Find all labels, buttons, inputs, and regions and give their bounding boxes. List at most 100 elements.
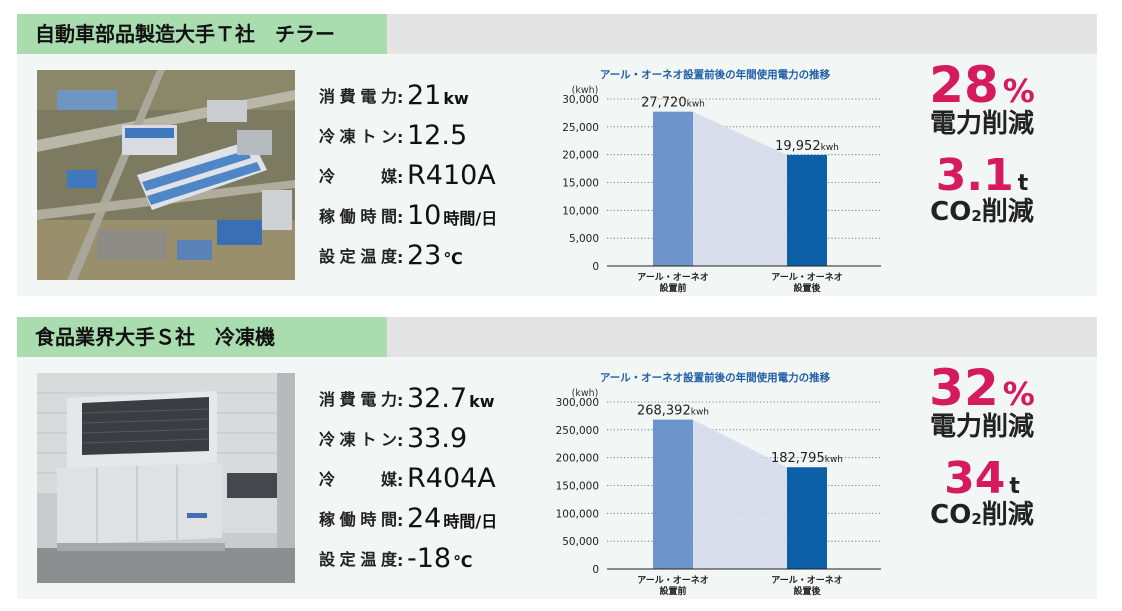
chart-x-tick-label: アール・オーネオ bbox=[771, 272, 842, 283]
spec-value: 21 kw bbox=[407, 80, 469, 111]
spec-value-unit: 時間/日 bbox=[443, 512, 498, 531]
spec-value-number: 33.9 bbox=[407, 423, 468, 454]
co2-label-prefix: CO bbox=[930, 499, 972, 530]
spec-row-hours: 稼働時間 : 10 時間/日 bbox=[319, 196, 529, 236]
co2-label-suffix: 削減 bbox=[981, 196, 1034, 227]
spec-value: 10 時間/日 bbox=[407, 200, 497, 231]
refrigeration-unit-icon bbox=[37, 373, 295, 583]
spec-colon: : bbox=[397, 168, 404, 187]
chart-data-label-unit: kwh bbox=[821, 143, 839, 153]
chart-data-label-value: 268,392 bbox=[637, 404, 691, 419]
chart-svg: アール・オーネオ設置前後の年間使用電力の推移(kwh) 0 50,000 100,00… bbox=[556, 371, 881, 597]
case-header: 食品業界大手Ｓ社 冷凍機 bbox=[17, 317, 1097, 357]
chart-bar bbox=[787, 467, 827, 569]
spec-label: 消費電力 bbox=[319, 390, 397, 409]
chart-y-tick-label: 25,000 bbox=[562, 122, 599, 134]
co2-reduction-unit: t bbox=[1009, 473, 1020, 499]
spec-value-number: R410A bbox=[407, 160, 496, 191]
chart-x-tick-label: 設置前 bbox=[659, 282, 686, 294]
spec-value-unit: ℃ bbox=[453, 552, 473, 571]
co2-reduction-value: 34 t bbox=[902, 456, 1062, 501]
chart-svg: アール・オーネオ設置前後の年間使用電力の推移(kwh) 0 5,000 10,000 1… bbox=[562, 68, 881, 294]
co2-reduction-value: 3.1 t bbox=[902, 153, 1062, 198]
chart-y-unit-label: (kwh) bbox=[572, 85, 599, 96]
spec-row-power: 消費電力 : 32.7 kw bbox=[319, 379, 529, 419]
chart-y-tick-label: 200,000 bbox=[556, 453, 599, 465]
spec-value-unit: ℃ bbox=[443, 249, 463, 268]
chart-y-tick-label: 50,000 bbox=[562, 536, 599, 548]
chart-y-tick-label: 0 bbox=[592, 261, 599, 273]
spec-value-number: -18 bbox=[407, 543, 452, 574]
spec-colon: : bbox=[397, 208, 404, 227]
spec-value-number: 12.5 bbox=[407, 120, 468, 151]
spec-label: 設定温度 bbox=[319, 550, 397, 569]
chart-bar bbox=[653, 111, 693, 266]
co2-label-prefix: CO bbox=[930, 196, 972, 227]
chart-y-tick-label: 20,000 bbox=[562, 150, 599, 162]
spec-colon: : bbox=[397, 128, 404, 147]
co2-reduction-number: 3.1 bbox=[935, 149, 1014, 201]
case-study-2: 食品業界大手Ｓ社 冷凍機 bbox=[17, 317, 1097, 599]
chart-x-tick-label: 設置後 bbox=[793, 585, 821, 597]
chart-y-tick-label: 5,000 bbox=[569, 233, 599, 245]
power-reduction-label: 電力削減 bbox=[929, 412, 1034, 442]
power-usage-chart: アール・オーネオ設置前後の年間使用電力の推移 (kwh) 0 50,000 100,00… bbox=[545, 367, 885, 599]
spec-value: 12.5 bbox=[407, 120, 469, 151]
power-reduction-value: 28% bbox=[902, 60, 1062, 110]
results-panel: 28% 電力削減 3.1 t CO2削減 bbox=[902, 60, 1062, 228]
chart-y-tick-label: 0 bbox=[592, 564, 599, 576]
power-reduction-number: 32 bbox=[929, 359, 999, 417]
spec-row-refrigerant: 冷媒 : R410A bbox=[319, 156, 529, 196]
spec-label: 冷凍トン bbox=[319, 430, 397, 449]
chart-bar bbox=[653, 419, 693, 569]
spec-value: R410A bbox=[407, 160, 498, 191]
spec-value: 24 時間/日 bbox=[407, 503, 497, 534]
co2-label-subscript: 2 bbox=[971, 206, 982, 225]
spec-label: 冷凍トン bbox=[319, 127, 397, 146]
spec-colon: : bbox=[397, 391, 404, 410]
chart-data-label-unit: kwh bbox=[825, 455, 843, 465]
spec-list: 消費電力 : 32.7 kw 冷凍トン : 33.9 冷媒 : R404A 稼働時… bbox=[319, 379, 529, 579]
spec-label: 冷媒 bbox=[319, 470, 397, 489]
spec-row-temperature: 設定温度 : 23 ℃ bbox=[319, 236, 529, 276]
chart-x-tick-label: アール・オーネオ bbox=[771, 575, 842, 586]
chart-x-tick-label: 設置後 bbox=[793, 282, 821, 294]
chart-title: アール・オーネオ設置前後の年間使用電力の推移 bbox=[600, 371, 831, 384]
chart-x-tick-label: 設置前 bbox=[659, 585, 686, 597]
co2-reduction-unit: t bbox=[1017, 170, 1029, 196]
spec-value-number: 24 bbox=[407, 503, 442, 534]
spec-value-number: 21 bbox=[407, 80, 442, 111]
power-reduction-value: 32% bbox=[902, 363, 1062, 413]
power-reduction-unit: % bbox=[1002, 375, 1035, 413]
spec-colon: : bbox=[397, 511, 404, 530]
spec-label: 設定温度 bbox=[319, 247, 397, 266]
chart-connector-band bbox=[693, 111, 787, 266]
chart-data-label-unit: kwh bbox=[691, 408, 709, 418]
spec-row-temperature: 設定温度 : -18 ℃ bbox=[319, 539, 529, 579]
chart-data-label: 182,795kwh bbox=[771, 451, 843, 466]
case-title: 自動車部品製造大手Ｔ社 チラー bbox=[17, 14, 387, 54]
chart-data-label-value: 27,720 bbox=[641, 96, 687, 111]
case-body: 消費電力 : 21 kw 冷凍トン : 12.5 冷媒 : R410A 稼働時間 … bbox=[17, 54, 1097, 296]
spec-value-unit: kw bbox=[469, 392, 495, 411]
spec-colon: : bbox=[397, 431, 404, 450]
chart-data-label: 19,952kwh bbox=[775, 139, 839, 154]
chart-title: アール・オーネオ設置前後の年間使用電力の推移 bbox=[600, 68, 831, 81]
chart-data-label: 268,392kwh bbox=[637, 404, 709, 419]
spec-label: 冷媒 bbox=[319, 167, 397, 186]
spec-value: 23 ℃ bbox=[407, 240, 463, 271]
chart-y-tick-label: 150,000 bbox=[556, 481, 599, 493]
co2-reduction-number: 34 bbox=[944, 452, 1006, 504]
chart-y-tick-label: 250,000 bbox=[556, 425, 599, 437]
power-reduction-label: 電力削減 bbox=[929, 109, 1034, 139]
chart-x-tick-label: アール・オーネオ bbox=[637, 272, 708, 283]
spec-value-unit: kw bbox=[443, 89, 469, 108]
spec-value: R404A bbox=[407, 463, 498, 494]
chart-y-tick-label: 100,000 bbox=[556, 508, 599, 520]
spec-colon: : bbox=[397, 551, 404, 570]
spec-row-hours: 稼働時間 : 24 時間/日 bbox=[319, 499, 529, 539]
spec-colon: : bbox=[397, 471, 404, 490]
power-reduction-number: 28 bbox=[929, 56, 999, 114]
power-reduction-unit: % bbox=[1002, 72, 1035, 110]
chart-y-tick-label: 30,000 bbox=[562, 94, 599, 106]
